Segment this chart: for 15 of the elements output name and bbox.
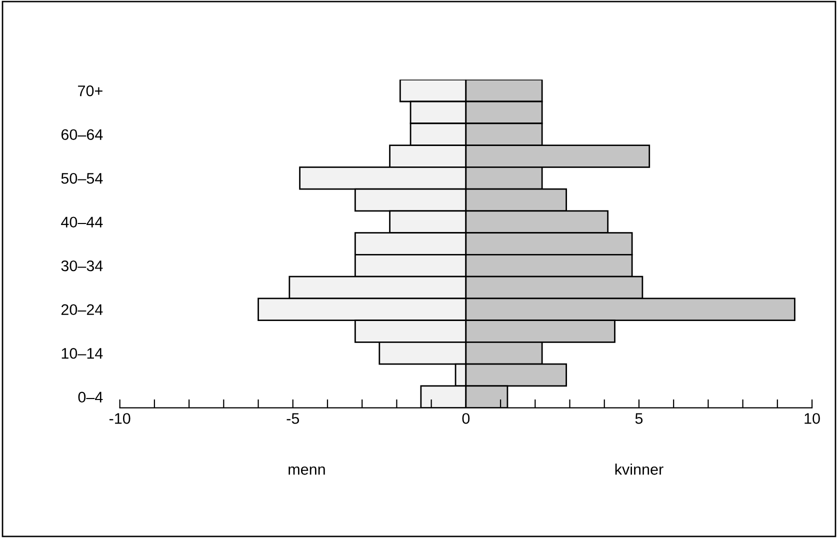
y-tick-label: 0–4: [78, 392, 103, 403]
y-tick-label: 20–24: [61, 304, 103, 316]
y-tick-label: 60–64: [61, 129, 103, 140]
x-tick-label: 10: [804, 413, 820, 424]
text: kvinner: [615, 464, 664, 475]
x-tick-label: -5: [286, 413, 300, 424]
y-tick-label: 70+: [78, 85, 102, 96]
x-tick-label: 5: [635, 413, 643, 424]
x-tick-label: 0: [462, 413, 470, 424]
y-tick-label: 30–34: [61, 260, 103, 272]
y-tick-label: 40–44: [61, 216, 103, 228]
text: menn: [288, 466, 325, 475]
y-tick-label: 10–14: [62, 348, 103, 359]
x-tick-label: -10: [109, 413, 130, 424]
y-tick-label: 50–54: [61, 172, 103, 184]
